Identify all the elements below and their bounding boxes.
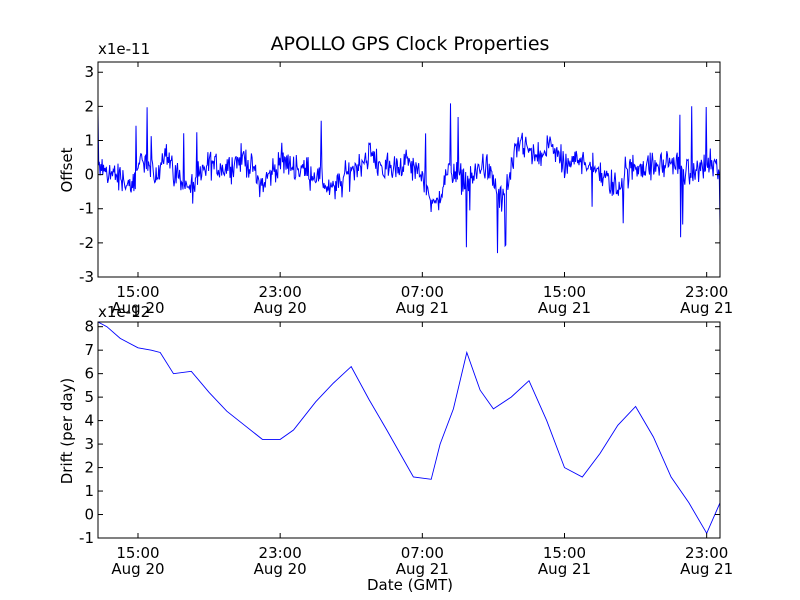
y-tick-label: 0	[84, 506, 94, 524]
y-tick-label: 3	[84, 435, 94, 453]
series-line	[97, 103, 721, 254]
y-tick-label: 0	[84, 166, 94, 184]
y-tick-label: 2	[84, 459, 94, 477]
x-tick-label-time: 15:00	[116, 283, 159, 301]
x-tick-label-date: Aug 20	[111, 560, 164, 578]
x-tick-label-time: 15:00	[116, 544, 159, 562]
plot-frame	[97, 321, 721, 539]
x-tick-label-date: Aug 21	[680, 560, 733, 578]
y-tick-label: 4	[84, 412, 94, 430]
y-tick-label: 3	[84, 63, 94, 81]
y-tick-label: 2	[84, 97, 94, 115]
y-tick-label: 1	[84, 482, 94, 500]
x-tick-label-date: Aug 21	[396, 560, 449, 578]
offset-y-axis-label: Offset	[58, 147, 76, 192]
x-tick-label-time: 23:00	[685, 283, 728, 301]
y-tick-label: 6	[84, 365, 94, 383]
x-tick-label-time: 15:00	[543, 283, 586, 301]
y-tick-label: 1	[84, 131, 94, 149]
y-tick-label: -1	[79, 200, 94, 218]
chart-title: APOLLO GPS Clock Properties	[271, 33, 550, 55]
x-tick-label-time: 23:00	[259, 283, 302, 301]
offset-panel: APOLLO GPS Clock Properties x1e-11 Offse…	[58, 33, 733, 317]
x-tick-label-time: 07:00	[401, 283, 444, 301]
y-tick-label: -3	[79, 268, 94, 286]
series-line	[97, 321, 721, 535]
x-tick-label-date: Aug 21	[396, 299, 449, 317]
x-tick-label-date: Aug 21	[680, 299, 733, 317]
drift-y-axis-label: Drift (per day)	[58, 378, 76, 485]
x-tick-label-time: 15:00	[543, 544, 586, 562]
offset-multiplier-label: x1e-11	[98, 40, 150, 58]
x-tick-label-time: 23:00	[259, 544, 302, 562]
drift-multiplier-label: x1e-12	[98, 303, 150, 321]
x-tick-label-date: Aug 21	[538, 560, 591, 578]
y-tick-label: 5	[84, 388, 94, 406]
drift-panel: x1e-12 Drift (per day) Date (GMT) -10123…	[58, 303, 733, 594]
x-tick-label-time: 07:00	[401, 544, 444, 562]
y-tick-label: -1	[79, 529, 94, 547]
drift-x-axis-label: Date (GMT)	[367, 576, 453, 594]
plot-frame	[97, 61, 721, 278]
x-tick-label-date: Aug 20	[254, 299, 307, 317]
y-tick-label: 7	[84, 341, 94, 359]
x-tick-label-date: Aug 20	[111, 299, 164, 317]
y-tick-label: 8	[84, 318, 94, 336]
x-tick-label-date: Aug 21	[538, 299, 591, 317]
x-tick-label-date: Aug 20	[254, 560, 307, 578]
y-tick-label: -2	[79, 234, 94, 252]
x-tick-label-time: 23:00	[685, 544, 728, 562]
